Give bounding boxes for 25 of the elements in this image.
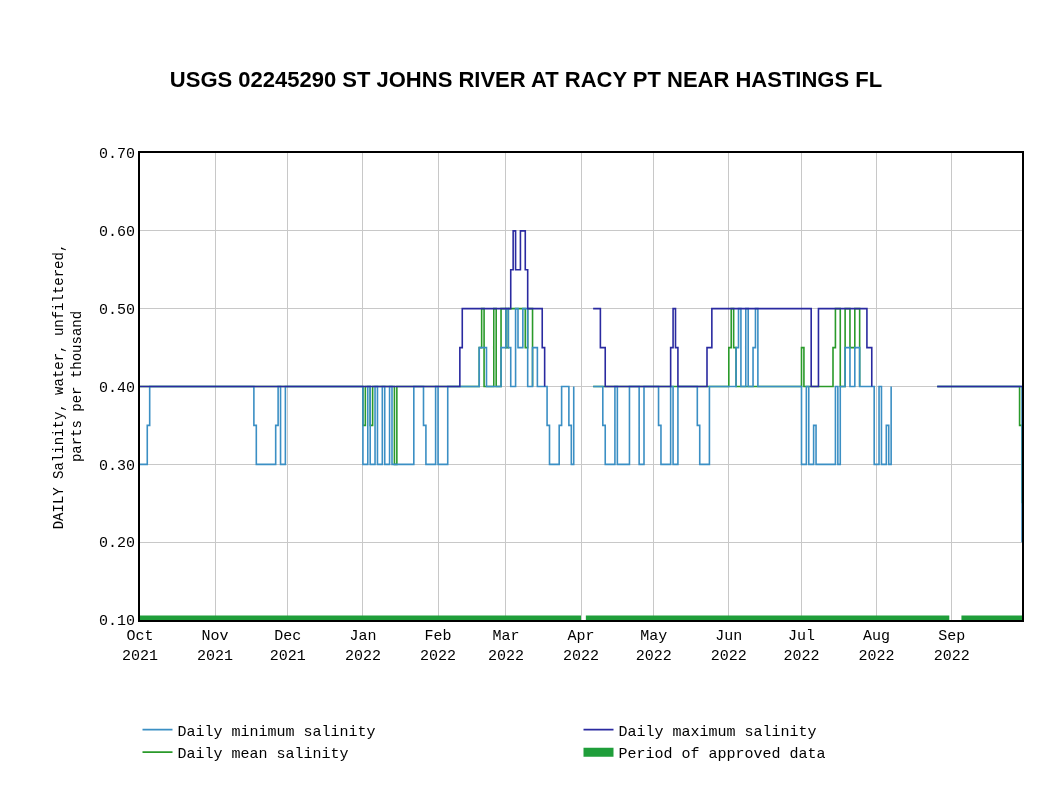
y-tick-label: 0.40 xyxy=(98,379,135,397)
y-tick-label: 0.30 xyxy=(98,457,135,475)
y-tick-label: 0.60 xyxy=(98,224,135,242)
x-tick-label: Mar 2022 xyxy=(487,628,524,665)
legend-label: Period of approved data xyxy=(618,746,826,763)
y-tick-label: 0.10 xyxy=(98,613,135,631)
y-tick-label: 0.50 xyxy=(98,301,135,319)
x-tick-label: Feb 2022 xyxy=(420,628,457,665)
x-tick-label: Apr 2022 xyxy=(562,628,600,665)
legend-label: Daily minimum salinity xyxy=(177,723,376,741)
legend-label: Daily mean salinity xyxy=(177,746,349,763)
chart-title: USGS 02245290 ST JOHNS RIVER AT RACY PT NEAR HASTINGS FL xyxy=(169,67,883,92)
x-tick-label: Nov 2021 xyxy=(197,628,234,665)
x-tick-label: Oct 2021 xyxy=(121,628,159,665)
x-tick-label: Aug 2022 xyxy=(858,628,895,665)
y-tick-label: 0.20 xyxy=(98,535,135,553)
x-tick-label: Jun 2022 xyxy=(710,628,747,665)
x-tick-label: Jul 2022 xyxy=(783,628,820,665)
y-axis-title: DAILY Salinity, water, unfiltered, parts per thousand xyxy=(50,243,86,530)
x-tick-label: Jan 2022 xyxy=(344,628,381,665)
y-tick-label: 0.70 xyxy=(98,146,135,164)
legend-label: Daily maximum salinity xyxy=(618,723,817,741)
x-tick-label: Dec 2021 xyxy=(269,628,306,665)
x-tick-label: Sep 2022 xyxy=(933,628,970,665)
x-tick-label: May 2022 xyxy=(635,628,672,665)
